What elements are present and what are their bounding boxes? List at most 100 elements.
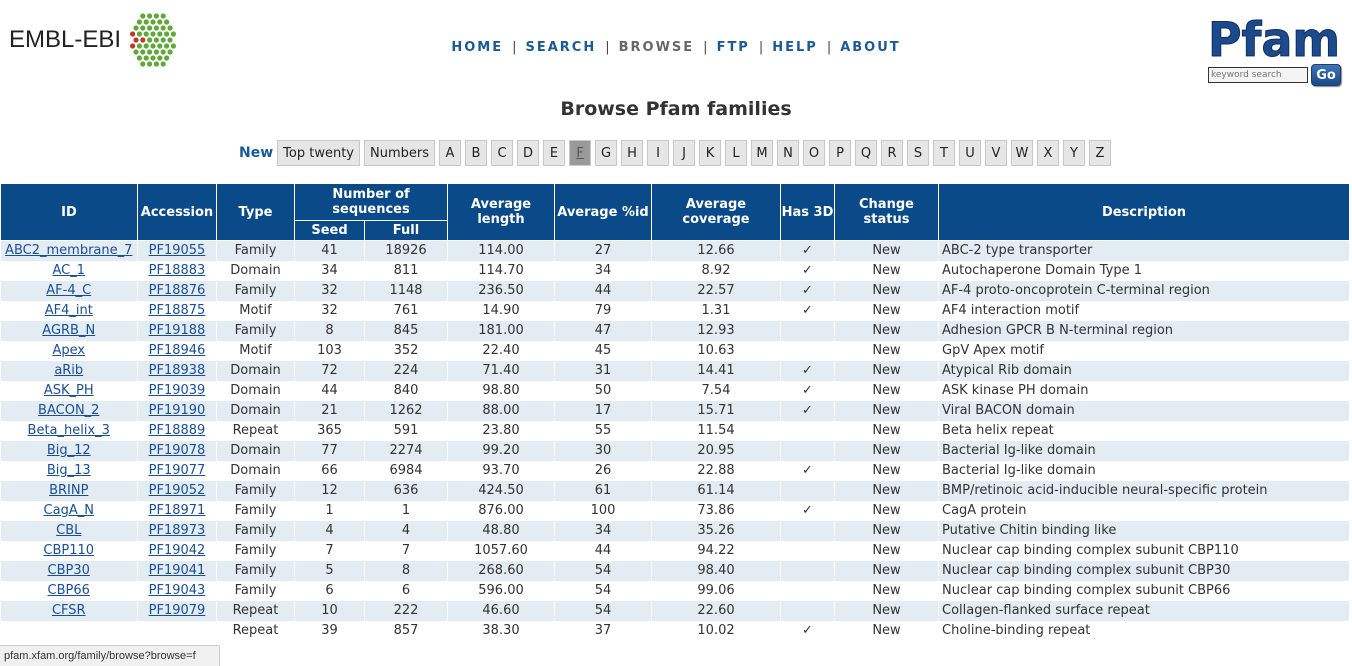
cell-type: Repeat <box>216 621 295 641</box>
letter-r-button[interactable]: R <box>880 140 903 166</box>
letter-o-button[interactable]: O <box>802 140 825 166</box>
cell-accession-link[interactable]: PF19078 <box>148 443 206 458</box>
go-button[interactable]: Go <box>1311 64 1341 86</box>
cell-id-link[interactable]: aRib <box>54 363 84 378</box>
cell-accession-link[interactable]: PF18938 <box>148 363 206 378</box>
cell-id-link[interactable]: CBL <box>56 523 82 538</box>
col-header-average-id[interactable]: Average %id <box>554 183 652 241</box>
letter-m-button[interactable]: M <box>750 140 773 166</box>
letter-j-button[interactable]: J <box>672 140 695 166</box>
cell-accession-link[interactable]: PF18973 <box>148 523 206 538</box>
cell-average-coverage: 73.86 <box>651 501 781 521</box>
nav-help-link[interactable]: HELP <box>772 40 818 55</box>
cell-id-link[interactable]: Beta_helix_3 <box>27 423 110 438</box>
cell-id-link[interactable]: CBP30 <box>47 563 90 578</box>
cell-accession-link[interactable]: PF19039 <box>148 383 206 398</box>
letter-c-button[interactable]: C <box>490 140 513 166</box>
cell-accession-link[interactable]: PF18971 <box>148 503 206 518</box>
cell-accession-link[interactable]: PF19041 <box>148 563 206 578</box>
col-header-average-coverage[interactable]: Average coverage <box>651 183 781 241</box>
top-twenty-button[interactable]: Top twenty <box>277 140 360 166</box>
cell-accession-link[interactable]: PF18883 <box>148 263 206 278</box>
cell-seed: 77 <box>294 441 365 461</box>
cell-change-status: New <box>834 261 939 281</box>
cell-accession-link[interactable]: PF19052 <box>148 483 206 498</box>
cell-id-link[interactable]: AF-4_C <box>46 283 92 298</box>
letter-z-button[interactable]: Z <box>1088 140 1111 166</box>
nav-ftp-link[interactable]: FTP <box>716 40 750 55</box>
cell-id-link[interactable]: BACON_2 <box>38 403 100 418</box>
cell-id-link[interactable]: CFSR <box>51 603 86 618</box>
cell-id-link[interactable]: ASK_PH <box>43 383 94 398</box>
letter-q-button[interactable]: Q <box>854 140 877 166</box>
cell-accession-link[interactable]: PF19190 <box>148 403 206 418</box>
cell-seed: 1 <box>294 501 365 521</box>
cell-type: Motif <box>216 301 295 321</box>
nav-home-link[interactable]: HOME <box>451 40 504 55</box>
col-header-description[interactable]: Description <box>938 183 1350 241</box>
letter-f-button[interactable]: F <box>568 140 591 166</box>
col-header-has-3d[interactable]: Has 3D <box>780 183 835 241</box>
letter-i-button[interactable]: I <box>646 140 669 166</box>
cell-accession-link[interactable]: PF19079 <box>148 603 206 618</box>
cell-average-id: 61 <box>554 481 652 501</box>
col-header-average-length[interactable]: Average length <box>447 183 555 241</box>
letter-k-button[interactable]: K <box>698 140 721 166</box>
col-header-full[interactable]: Full <box>364 220 448 241</box>
cell-average-coverage: 98.40 <box>651 561 781 581</box>
col-header-seed[interactable]: Seed <box>294 220 365 241</box>
pfam-logo[interactable]: Pfam <box>1208 14 1342 60</box>
cell-accession-link[interactable]: PF19042 <box>148 543 206 558</box>
letter-p-button[interactable]: P <box>828 140 851 166</box>
nav-search-link[interactable]: SEARCH <box>525 40 597 55</box>
cell-accession-link[interactable]: PF18876 <box>148 283 206 298</box>
col-header-id[interactable]: ID <box>0 183 138 241</box>
letter-l-button[interactable]: L <box>724 140 747 166</box>
letter-t-button[interactable]: T <box>932 140 955 166</box>
letter-u-button[interactable]: U <box>958 140 981 166</box>
numbers-button[interactable]: Numbers <box>363 140 435 166</box>
new-families-link[interactable]: New <box>239 145 274 161</box>
cell-accession-link[interactable]: PF19055 <box>148 243 206 258</box>
cell-id-link[interactable]: Big_12 <box>46 443 91 458</box>
letter-h-button[interactable]: H <box>620 140 643 166</box>
cell-id-link[interactable]: CBP110 <box>43 543 95 558</box>
letter-v-button[interactable]: V <box>984 140 1007 166</box>
letter-b-button[interactable]: B <box>464 140 487 166</box>
cell-description: Atypical Rib domain <box>938 361 1350 381</box>
letter-y-button[interactable]: Y <box>1062 140 1085 166</box>
letter-d-button[interactable]: D <box>516 140 539 166</box>
cell-accession-link[interactable]: PF19043 <box>148 583 206 598</box>
col-header-type[interactable]: Type <box>216 183 295 241</box>
letter-x-button[interactable]: X <box>1036 140 1059 166</box>
col-header-accession[interactable]: Accession <box>137 183 217 241</box>
nav-browse-link[interactable]: BROWSE <box>618 40 695 55</box>
cell-id-link[interactable]: BRINP <box>49 483 89 498</box>
col-header-change-status[interactable]: Change status <box>834 183 939 241</box>
letter-w-button[interactable]: W <box>1010 140 1033 166</box>
letter-g-button[interactable]: G <box>594 140 617 166</box>
cell-accession-link[interactable]: PF19077 <box>148 463 206 478</box>
cell-id-link[interactable]: Big_13 <box>46 463 91 478</box>
cell-accession-link[interactable]: PF19188 <box>148 323 206 338</box>
cell-id-link[interactable]: ABC2_membrane_7 <box>5 243 133 258</box>
letter-n-button[interactable]: N <box>776 140 799 166</box>
cell-id-link[interactable]: AC_1 <box>52 263 85 278</box>
letter-a-button[interactable]: A <box>438 140 461 166</box>
letter-s-button[interactable]: S <box>906 140 929 166</box>
cell-accession-link[interactable]: PF18946 <box>148 343 206 358</box>
letter-e-button[interactable]: E <box>542 140 565 166</box>
cell-average-id: 79 <box>554 301 652 321</box>
page-title: Browse Pfam families <box>560 98 792 120</box>
table-row: Repeat 39 857 38.30 37 10.02 ✓ New Choline-bindi… <box>0 621 1350 641</box>
cell-id-link[interactable]: AF4_int <box>44 303 93 318</box>
nav-about-link[interactable]: ABOUT <box>840 40 901 55</box>
cell-id-link[interactable]: CagA_N <box>43 503 94 518</box>
embl-ebi-logo[interactable]: EMBL-EBI <box>9 12 179 68</box>
keyword-search-input[interactable] <box>1208 67 1308 83</box>
cell-id-link[interactable]: Apex <box>52 343 86 358</box>
cell-accession-link[interactable]: PF18875 <box>148 303 206 318</box>
cell-id-link[interactable]: AGRB_N <box>42 323 96 338</box>
cell-id-link[interactable]: CBP66 <box>47 583 90 598</box>
cell-accession-link[interactable]: PF18889 <box>148 423 206 438</box>
